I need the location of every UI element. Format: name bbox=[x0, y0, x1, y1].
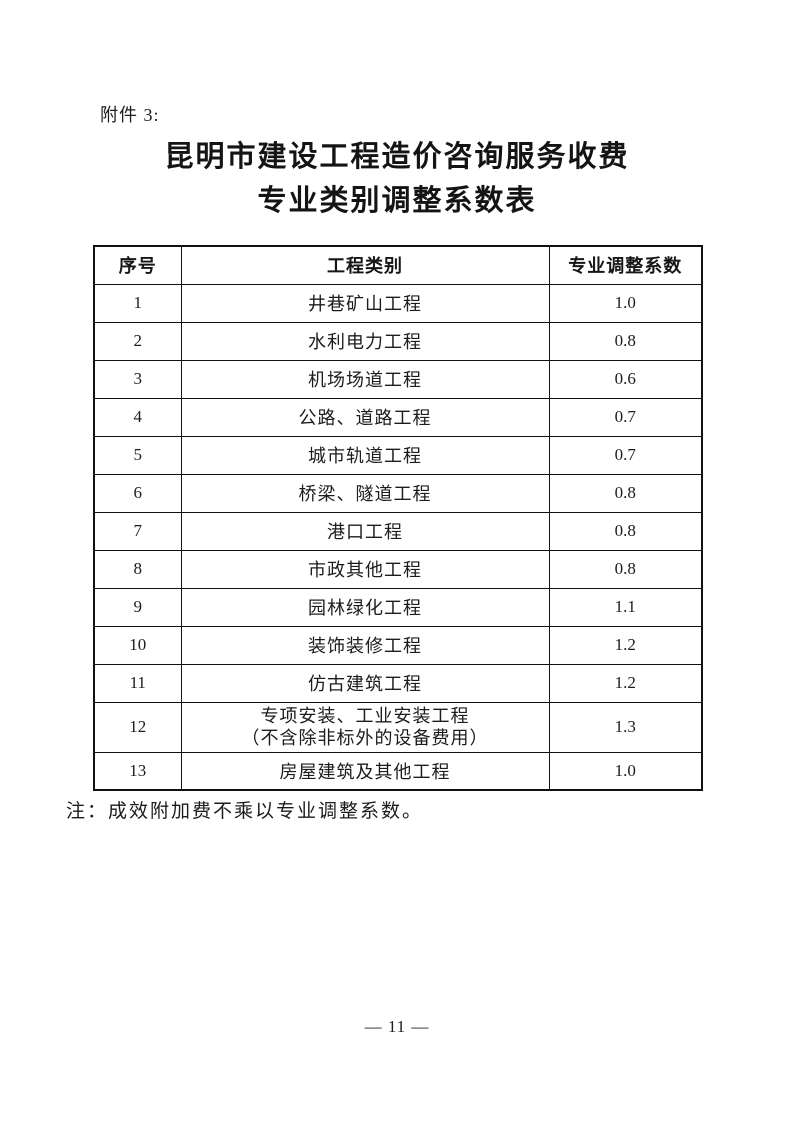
row-category: 机场场道工程 bbox=[180, 359, 550, 399]
row-coefficient: 1.2 bbox=[548, 663, 703, 703]
row-no: 8 bbox=[93, 549, 182, 589]
table-row: 5 城市轨道工程 0.7 bbox=[93, 435, 703, 475]
table-row: 7 港口工程 0.8 bbox=[93, 511, 703, 551]
row-category: 装饰装修工程 bbox=[180, 625, 550, 665]
page-number: — 11 — bbox=[364, 1017, 430, 1036]
row-category: 水利电力工程 bbox=[180, 321, 550, 361]
page-title: 昆明市建设工程造价咨询服务收费 专业类别调整系数表 bbox=[0, 135, 794, 223]
row-coefficient: 0.7 bbox=[548, 435, 703, 475]
row-category-line1: 专项安装、工业安装工程 bbox=[260, 706, 470, 726]
row-category: 公路、道路工程 bbox=[180, 397, 550, 437]
row-coefficient: 0.8 bbox=[548, 321, 703, 361]
row-category: 园林绿化工程 bbox=[180, 587, 550, 627]
page-title-line1: 昆明市建设工程造价咨询服务收费 bbox=[164, 141, 630, 173]
row-category: 港口工程 bbox=[180, 511, 550, 551]
row-coefficient: 0.7 bbox=[548, 397, 703, 437]
table-row: 1 井巷矿山工程 1.0 bbox=[93, 283, 703, 323]
row-category: 城市轨道工程 bbox=[180, 435, 550, 475]
row-coefficient: 1.2 bbox=[548, 625, 703, 665]
row-no: 1 bbox=[93, 283, 182, 323]
row-coefficient: 0.8 bbox=[548, 549, 703, 589]
row-category: 仿古建筑工程 bbox=[180, 663, 550, 703]
table-row: 4 公路、道路工程 0.7 bbox=[93, 397, 703, 437]
row-no: 2 bbox=[93, 321, 182, 361]
row-no: 7 bbox=[93, 511, 182, 551]
table-row: 3 机场场道工程 0.6 bbox=[93, 359, 703, 399]
row-no: 9 bbox=[93, 587, 182, 627]
row-category: 专项安装、工业安装工程 （不含除非标外的设备费用） bbox=[180, 701, 550, 753]
row-no: 10 bbox=[93, 625, 182, 665]
row-category-line2: （不含除非标外的设备费用） bbox=[241, 728, 489, 748]
row-coefficient: 1.0 bbox=[548, 751, 703, 791]
row-no: 11 bbox=[93, 663, 182, 703]
row-category: 房屋建筑及其他工程 bbox=[180, 751, 550, 791]
table-row: 8 市政其他工程 0.8 bbox=[93, 549, 703, 589]
table-row: 6 桥梁、隧道工程 0.8 bbox=[93, 473, 703, 513]
table-row: 12 专项安装、工业安装工程 （不含除非标外的设备费用） 1.3 bbox=[93, 701, 703, 753]
row-category: 市政其他工程 bbox=[180, 549, 550, 589]
row-no: 6 bbox=[93, 473, 182, 513]
row-category: 井巷矿山工程 bbox=[180, 283, 550, 323]
header-coefficient: 专业调整系数 bbox=[548, 245, 703, 285]
table-row: 10 装饰装修工程 1.2 bbox=[93, 625, 703, 665]
table-row: 13 房屋建筑及其他工程 1.0 bbox=[93, 751, 703, 791]
page-title-line2: 专业类别调整系数表 bbox=[257, 185, 537, 217]
footnote: 注：成效附加费不乘以专业调整系数。 bbox=[66, 801, 424, 822]
row-coefficient: 0.8 bbox=[548, 473, 703, 513]
row-coefficient: 1.1 bbox=[548, 587, 703, 627]
row-no: 5 bbox=[93, 435, 182, 475]
row-coefficient: 0.8 bbox=[548, 511, 703, 551]
row-no: 13 bbox=[93, 751, 182, 791]
row-coefficient: 0.6 bbox=[548, 359, 703, 399]
row-coefficient: 1.3 bbox=[548, 701, 703, 753]
row-no: 3 bbox=[93, 359, 182, 399]
coefficient-table: 序号 工程类别 专业调整系数 1 井巷矿山工程 1.0 2 水利电力工程 0.8… bbox=[93, 245, 703, 791]
table-row: 9 园林绿化工程 1.1 bbox=[93, 587, 703, 627]
table-row: 2 水利电力工程 0.8 bbox=[93, 321, 703, 361]
header-no: 序号 bbox=[93, 245, 182, 285]
row-no: 4 bbox=[93, 397, 182, 437]
table-header-row: 序号 工程类别 专业调整系数 bbox=[93, 245, 703, 285]
header-category: 工程类别 bbox=[180, 245, 550, 285]
row-category: 桥梁、隧道工程 bbox=[180, 473, 550, 513]
row-coefficient: 1.0 bbox=[548, 283, 703, 323]
table-row: 11 仿古建筑工程 1.2 bbox=[93, 663, 703, 703]
attachment-label: 附件 3: bbox=[100, 105, 160, 125]
row-no: 12 bbox=[93, 701, 182, 753]
